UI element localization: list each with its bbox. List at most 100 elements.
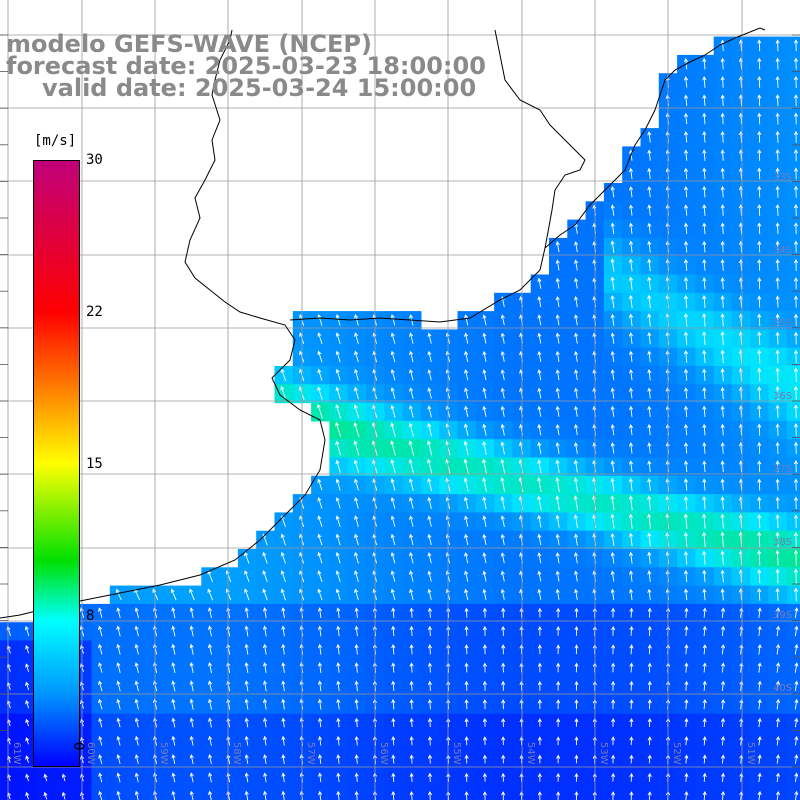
wind-arrow [647, 662, 652, 673]
wind-arrow [610, 222, 615, 235]
wind-arrow [207, 661, 213, 674]
wind-arrow [280, 368, 287, 382]
wind-arrow [427, 607, 432, 618]
wind-arrow [171, 607, 176, 619]
wind-arrow [611, 754, 616, 764]
wind-arrow [757, 277, 762, 290]
wind-arrow [98, 607, 103, 619]
wind-arrow [481, 458, 487, 474]
wind-arrow [500, 369, 505, 381]
wind-arrow [702, 736, 707, 746]
wind-arrow [720, 698, 726, 710]
wind-arrow [464, 332, 469, 344]
wind-arrow [757, 39, 762, 52]
wind-arrow [353, 404, 360, 419]
wind-arrow [555, 552, 560, 564]
wind-cell [786, 622, 800, 642]
wind-arrow [262, 588, 268, 601]
wind-arrow [409, 533, 414, 546]
wind-arrow [427, 736, 433, 746]
wind-arrow [501, 699, 506, 710]
wind-arrow [500, 570, 505, 582]
wind-arrow [317, 478, 323, 491]
wind-arrow [537, 791, 542, 800]
wind-arrow [611, 625, 616, 636]
wind-arrow [574, 350, 579, 362]
wind-arrow [628, 276, 633, 290]
wind-arrow [793, 349, 798, 364]
wind-arrow [390, 478, 396, 491]
wind-arrow [116, 790, 121, 800]
wind-arrow [628, 294, 633, 309]
wind-arrow [793, 149, 798, 162]
wind-arrow [610, 460, 615, 473]
wind-arrow [720, 644, 726, 655]
wind-arrow [702, 513, 707, 529]
wind-arrow [280, 570, 286, 583]
wind-arrow [647, 717, 652, 727]
wind-cell [786, 183, 800, 202]
wind-arrow [647, 276, 652, 290]
wind-arrow [702, 588, 707, 601]
latitude-label: 37S [773, 464, 793, 475]
wind-arrow [555, 570, 560, 582]
wind-arrow [354, 772, 359, 783]
wind-arrow [556, 754, 561, 764]
wind-arrow [115, 588, 122, 601]
wind-arrow [482, 662, 487, 673]
wind-arrow [336, 790, 341, 800]
wind-arrow [683, 442, 689, 454]
wind-arrow [189, 643, 194, 655]
wind-arrow [336, 717, 341, 728]
wind-arrow [171, 680, 176, 692]
wind-arrow [684, 754, 689, 764]
wind-arrow [775, 643, 781, 655]
wind-arrow [683, 531, 688, 547]
wind-arrow [244, 754, 249, 764]
wind-arrow [555, 259, 560, 271]
wind-cell [786, 201, 800, 221]
wind-arrow [628, 332, 634, 345]
wind-arrow [427, 644, 432, 655]
wind-arrow [757, 680, 762, 692]
wind-arrow [574, 772, 579, 782]
wind-arrow [263, 772, 268, 783]
wind-arrow [775, 680, 781, 692]
wind-arrow [500, 458, 506, 474]
wind-arrow [427, 588, 432, 601]
wind-arrow [702, 662, 707, 673]
wind-arrow [720, 277, 725, 290]
wind-arrow [98, 754, 103, 764]
wind-arrow [793, 367, 798, 382]
wind-arrow [794, 772, 799, 783]
wind-cell [786, 713, 800, 733]
wind-arrow [702, 204, 707, 216]
wind-arrow [280, 588, 286, 601]
wind-arrow [629, 607, 634, 618]
wind-arrow [464, 736, 469, 746]
wind-arrow [482, 699, 487, 710]
wind-arrow [482, 533, 487, 546]
wind-cell [786, 439, 800, 459]
wind-arrow [280, 385, 287, 401]
wind-arrow [244, 643, 249, 655]
wind-arrow [611, 680, 616, 691]
wind-arrow [335, 368, 341, 381]
wind-arrow [775, 549, 780, 566]
wind-arrow [208, 772, 213, 783]
wind-arrow [720, 531, 725, 548]
wind-arrow [628, 570, 634, 582]
wind-arrow [757, 643, 762, 655]
wind-arrow [427, 754, 433, 764]
wind-arrow [391, 643, 396, 655]
wind-arrow [757, 204, 762, 216]
wind-arrow [537, 533, 542, 546]
wind-arrow [611, 699, 616, 710]
wind-arrow [317, 680, 323, 692]
wind-arrow [628, 204, 634, 216]
wind-arrow [280, 551, 286, 564]
wind-arrow [171, 790, 176, 800]
wind-arrow [171, 717, 176, 728]
wind-arrow [317, 643, 323, 655]
